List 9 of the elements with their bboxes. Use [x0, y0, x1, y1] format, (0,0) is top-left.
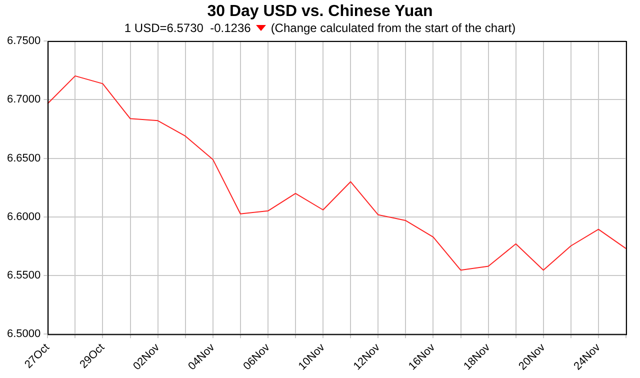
text: (Change calculated from the start of the chart) — [270, 21, 516, 35]
y-tick-label: 6.6000 — [6, 210, 41, 223]
y-tick-label: 6.5000 — [6, 328, 41, 340]
y-tick-label: 6.6500 — [6, 152, 41, 164]
chart-title: 30 Day USD vs. Chinese Yuan — [206, 3, 434, 21]
y-tick-label: 6.7500 — [6, 35, 41, 48]
chart-subtitle: 1 USD=6.5730 -0.1236 — [124, 21, 251, 35]
y-tick-label: 6.5500 — [6, 270, 41, 282]
y-tick-label: 6.7000 — [6, 94, 41, 106]
